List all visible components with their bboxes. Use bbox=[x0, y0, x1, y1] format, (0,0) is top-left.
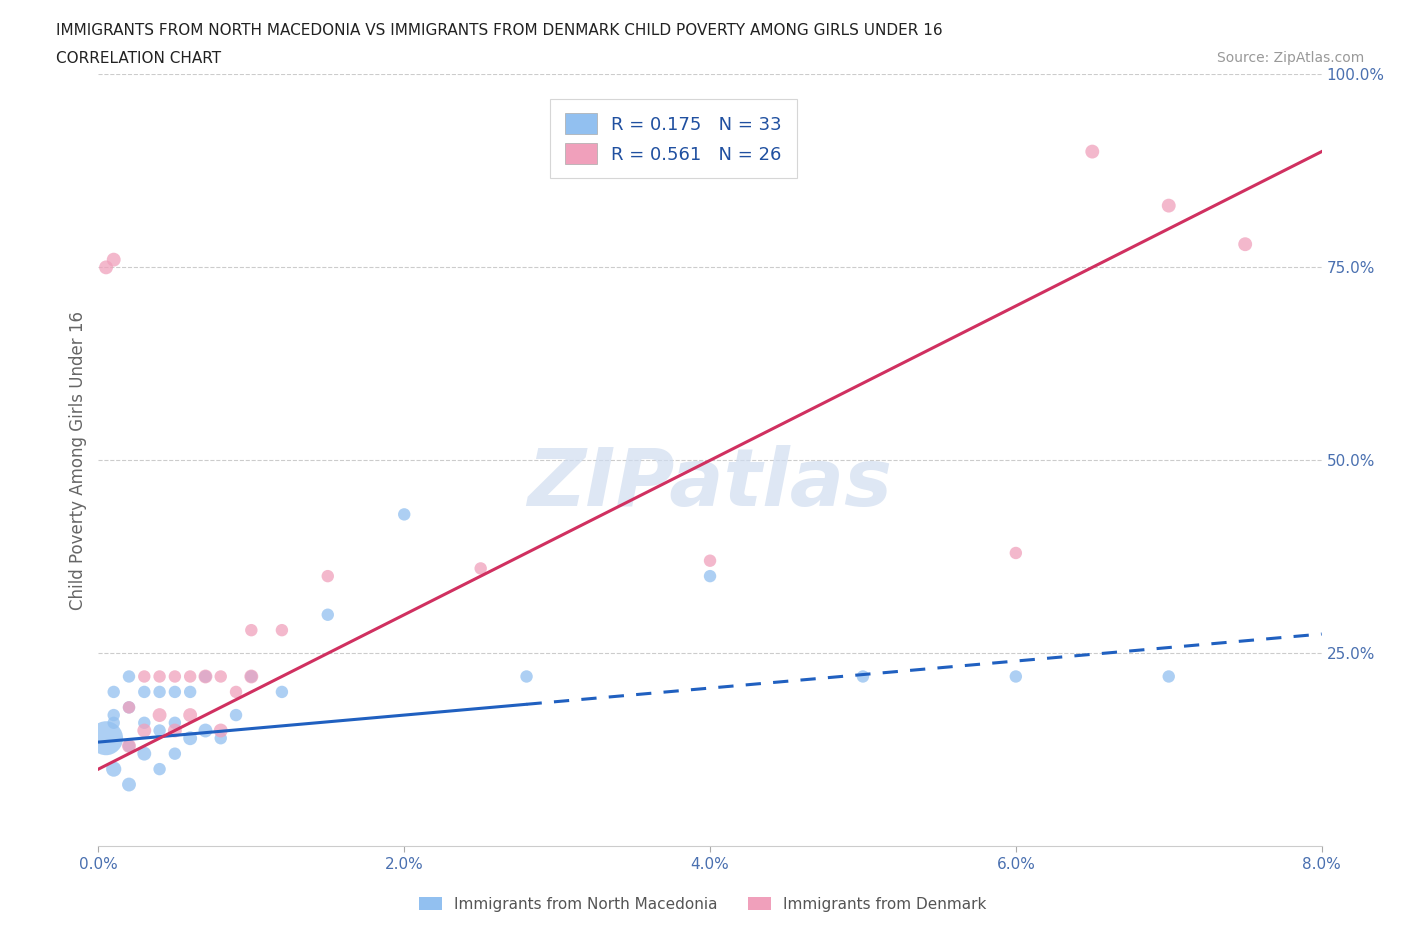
Point bbox=[1004, 669, 1026, 684]
Point bbox=[1081, 144, 1104, 159]
Point bbox=[270, 684, 294, 699]
Point bbox=[103, 715, 125, 730]
Point bbox=[179, 708, 201, 723]
Point bbox=[103, 684, 125, 699]
Point bbox=[316, 607, 339, 622]
Text: ZIPatlas: ZIPatlas bbox=[527, 445, 893, 523]
Text: CORRELATION CHART: CORRELATION CHART bbox=[56, 51, 221, 66]
Point bbox=[225, 684, 247, 699]
Point bbox=[163, 684, 186, 699]
Point bbox=[699, 569, 721, 584]
Legend: Immigrants from North Macedonia, Immigrants from Denmark: Immigrants from North Macedonia, Immigra… bbox=[413, 890, 993, 918]
Point bbox=[240, 669, 263, 684]
Point bbox=[194, 669, 217, 684]
Point bbox=[209, 731, 232, 746]
Point bbox=[149, 684, 172, 699]
Point bbox=[316, 569, 339, 584]
Point bbox=[103, 762, 125, 777]
Point bbox=[225, 708, 247, 723]
Point bbox=[118, 738, 141, 753]
Point bbox=[134, 746, 156, 761]
Point bbox=[149, 669, 172, 684]
Point bbox=[163, 724, 186, 738]
Point bbox=[194, 724, 217, 738]
Point bbox=[149, 724, 172, 738]
Point bbox=[149, 762, 172, 777]
Point bbox=[103, 708, 125, 723]
Legend: R = 0.175   N = 33, R = 0.561   N = 26: R = 0.175 N = 33, R = 0.561 N = 26 bbox=[550, 99, 797, 179]
Point bbox=[1234, 237, 1257, 252]
Point bbox=[134, 724, 156, 738]
Point bbox=[118, 777, 141, 792]
Point bbox=[1004, 546, 1026, 561]
Point bbox=[134, 715, 156, 730]
Point bbox=[392, 507, 416, 522]
Point bbox=[118, 738, 141, 753]
Point bbox=[179, 669, 201, 684]
Point bbox=[103, 252, 125, 267]
Point bbox=[470, 561, 492, 576]
Text: Source: ZipAtlas.com: Source: ZipAtlas.com bbox=[1216, 51, 1364, 65]
Point bbox=[270, 623, 294, 638]
Point bbox=[1157, 198, 1180, 213]
Point bbox=[118, 669, 141, 684]
Point bbox=[209, 669, 232, 684]
Point bbox=[163, 715, 186, 730]
Point bbox=[163, 669, 186, 684]
Point bbox=[118, 700, 141, 715]
Point bbox=[1157, 669, 1180, 684]
Point bbox=[699, 553, 721, 568]
Point bbox=[240, 623, 263, 638]
Point bbox=[516, 669, 538, 684]
Point bbox=[149, 708, 172, 723]
Point bbox=[852, 669, 875, 684]
Point bbox=[134, 669, 156, 684]
Y-axis label: Child Poverty Among Girls Under 16: Child Poverty Among Girls Under 16 bbox=[69, 311, 87, 610]
Point bbox=[134, 684, 156, 699]
Point bbox=[94, 731, 117, 746]
Text: IMMIGRANTS FROM NORTH MACEDONIA VS IMMIGRANTS FROM DENMARK CHILD POVERTY AMONG G: IMMIGRANTS FROM NORTH MACEDONIA VS IMMIG… bbox=[56, 23, 943, 38]
Point bbox=[240, 669, 263, 684]
Point bbox=[118, 700, 141, 715]
Point bbox=[163, 746, 186, 761]
Point bbox=[209, 724, 232, 738]
Point bbox=[179, 684, 201, 699]
Point bbox=[179, 731, 201, 746]
Point bbox=[194, 669, 217, 684]
Point bbox=[94, 260, 117, 275]
